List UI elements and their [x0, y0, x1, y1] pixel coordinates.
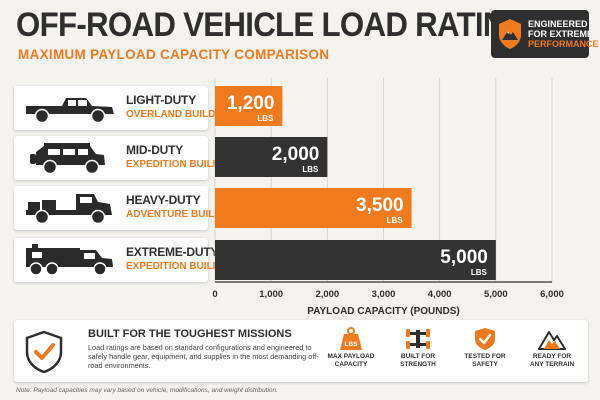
x-axis-label: PAYLOAD CAPACITY (POUNDS)	[307, 306, 459, 317]
vehicle-category: EXTREME-DUTY	[126, 245, 219, 259]
missions-panel: BUILT FOR THE TOUGHEST MISSIONS Load rat…	[14, 320, 588, 382]
feature-safety: TESTED FOR SAFETY	[455, 327, 515, 369]
vehicle-category: MID-DUTY	[126, 143, 184, 157]
feature-label-line-2: ANY TERRAIN	[529, 361, 575, 368]
suv-icon	[30, 143, 105, 175]
bar-value-label: 5,000	[440, 247, 488, 268]
bar-unit-label: LBS	[257, 114, 274, 123]
feature-label-line-1: READY FOR	[532, 353, 572, 360]
bar-unit-label: LBS	[471, 268, 488, 277]
badge-line-1: ENGINEERED	[528, 19, 588, 29]
weight-icon: LBS	[340, 327, 362, 350]
vehicle-build: OVERLAND BUILD	[126, 109, 216, 120]
x-tick-label: 2,000	[315, 289, 339, 300]
vehicle-build: EXPEDITION BUILD	[126, 159, 220, 170]
bar-unit-label: LBS	[302, 165, 319, 174]
expedition-truck-icon	[26, 244, 113, 276]
badge-line-2: FOR EXTREME	[528, 29, 594, 39]
check-shield-icon	[475, 328, 495, 350]
bar	[215, 137, 328, 177]
mountain-icon	[499, 19, 521, 49]
bar	[215, 240, 496, 280]
feature-label-line-2: STRENGTH	[400, 361, 436, 368]
footnote: Note: Payload capacities may vary based …	[16, 387, 278, 394]
vehicle-card-extreme-duty: EXTREME-DUTY EXPEDITION BUILD	[14, 238, 220, 282]
feature-label-line-1: MAX PAYLOAD	[327, 353, 375, 360]
x-tick-label: 5,000	[484, 289, 508, 300]
vehicle-card-mid-duty: MID-DUTY EXPEDITION BUILD	[14, 136, 220, 180]
mountain-icon	[538, 331, 566, 350]
vehicle-card-light-duty: LIGHT-DUTY OVERLAND BUILD	[14, 86, 215, 130]
vehicle-category: LIGHT-DUTY	[126, 93, 196, 107]
panel-body: Load ratings are based on standard confi…	[88, 343, 319, 370]
feature-label-line-1: BUILT FOR	[400, 353, 436, 360]
feature-label-line-2: SAFETY	[472, 361, 498, 368]
bar	[215, 188, 412, 228]
feature-max-payload: LBS MAX PAYLOAD CAPACITY	[321, 327, 381, 369]
vehicle-category: HEAVY-DUTY	[126, 193, 201, 207]
performance-badge: ENGINEERED FOR EXTREME PERFORMANCE	[491, 10, 599, 58]
x-tick-label: 1,000	[259, 289, 283, 300]
pickup-truck-icon	[26, 98, 114, 124]
feature-terrain: READY FOR ANY TERRAIN	[522, 327, 582, 369]
feature-label-line-2: CAPACITY	[334, 361, 368, 368]
vehicle-build: EXPEDITION BUILD	[126, 261, 220, 272]
x-tick-label: 4,000	[428, 289, 452, 300]
x-tick-label: 0	[212, 289, 217, 300]
panel-title: BUILT FOR THE TOUGHEST MISSIONS	[88, 328, 292, 340]
x-tick-label: 6,000	[540, 289, 564, 300]
bar-unit-label: LBS	[387, 216, 404, 225]
chassis-icon	[406, 329, 430, 349]
feature-label-line-1: TESTED FOR	[464, 353, 506, 360]
bar-value-label: 3,500	[356, 195, 404, 216]
badge-line-3: PERFORMANCE	[528, 39, 599, 49]
vehicle-build: ADVENTURE BUILD	[126, 209, 222, 220]
bar-value-label: 1,200	[227, 93, 275, 114]
bar	[215, 86, 283, 126]
page-title: OFF-ROAD VEHICLE LOAD RATINGS	[16, 6, 549, 44]
page-subtitle: MAXIMUM PAYLOAD CAPACITY COMPARISON	[18, 47, 330, 62]
feature-strength: BUILT FOR STRENGTH	[388, 327, 448, 369]
x-tick-label: 3,000	[372, 289, 396, 300]
check-shield-icon	[25, 330, 63, 374]
weight-unit-label: LBS	[345, 341, 359, 348]
vehicle-card-heavy-duty: HEAVY-DUTY ADVENTURE BUILD	[14, 186, 222, 230]
bar-value-label: 2,000	[272, 144, 320, 165]
flatbed-truck-icon	[26, 194, 112, 225]
